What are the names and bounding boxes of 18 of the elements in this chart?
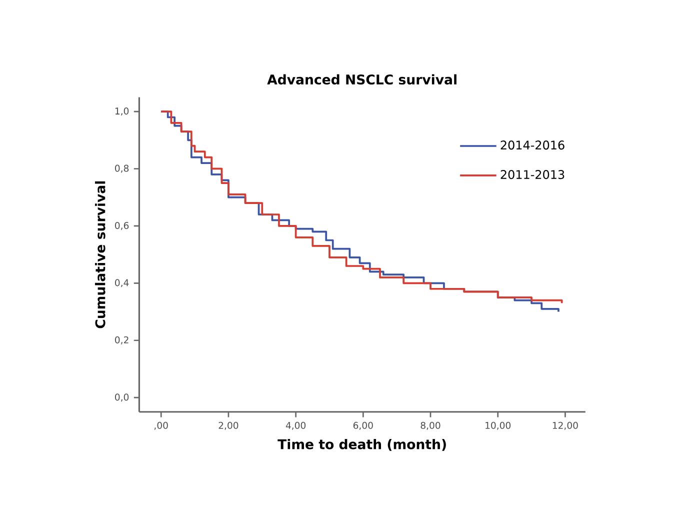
x-tick-label: 8,00 [420,422,440,430]
legend-label: 2014-2016 [500,140,564,150]
x-tick-label: 12,00 [552,422,578,430]
x-tick-label: 10,00 [486,422,511,430]
y-tick-label: 0,2 [115,336,128,344]
x-tick-label: 6,00 [353,422,373,430]
y-tick-label: 0,8 [115,164,129,173]
chart-title: Advanced NSCLC survival [267,74,456,85]
legend-label: 2011-2013 [500,170,564,180]
y-tick-label: 1,0 [115,108,129,116]
y-axis-title: Cumulative survival [95,181,106,328]
x-tick-label: ,00 [154,422,168,430]
y-tick-label: 0,4 [115,279,129,288]
y-tick-label: 0,6 [115,222,129,230]
x-tick-label: 4,00 [286,422,306,430]
x-axis-title: Time to death (month) [278,438,446,451]
y-tick-label: 0,0 [115,394,129,402]
x-tick-label: 2,00 [218,422,238,430]
